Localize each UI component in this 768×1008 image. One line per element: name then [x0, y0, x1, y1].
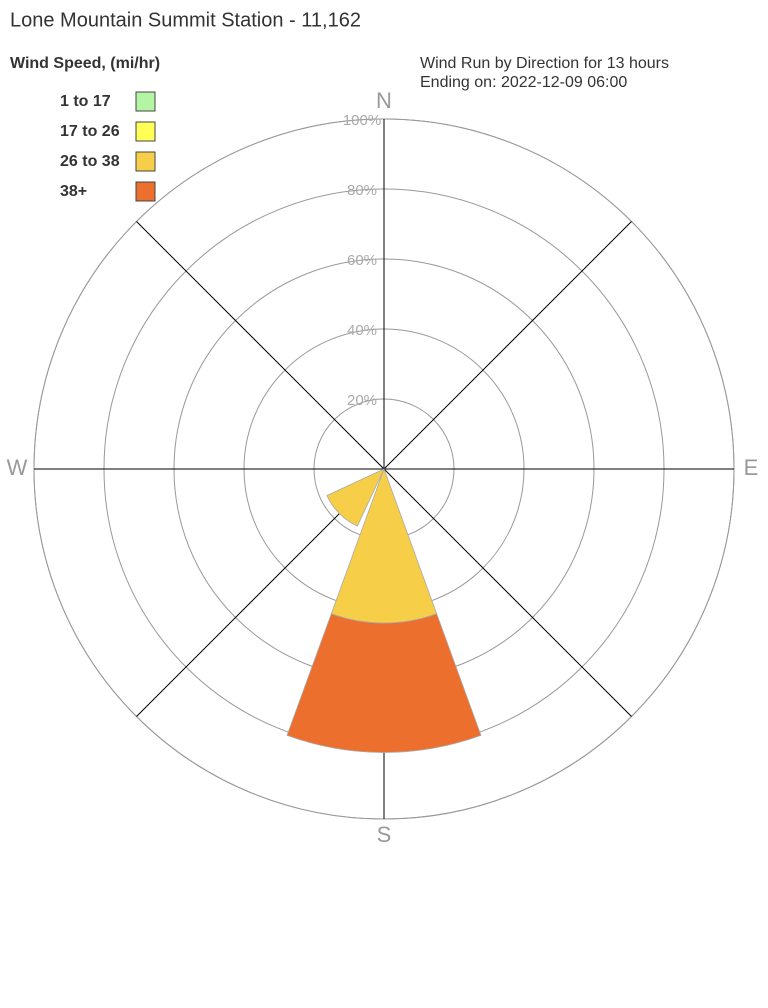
direction-label: N [376, 88, 392, 113]
wind-segment [286, 613, 482, 753]
legend-label: 1 to 17 [60, 93, 111, 110]
r-tick-label: 60% [347, 252, 377, 269]
spoke [383, 468, 632, 717]
r-tick-label: 20% [347, 392, 377, 409]
subtitle: Wind Run by Direction for 13 hours [420, 55, 669, 72]
legend-swatch [135, 121, 156, 142]
legend-swatch [135, 151, 156, 172]
spoke [383, 221, 632, 470]
r-tick-label: 80% [347, 182, 377, 199]
legend-swatch [135, 181, 156, 202]
direction-label: W [7, 455, 28, 480]
legend-label: 38+ [60, 183, 87, 200]
r-tick-label: 40% [347, 322, 377, 339]
r-tick-label: 100% [343, 112, 381, 129]
legend-label: 26 to 38 [60, 153, 120, 170]
legend-title: Wind Speed, (mi/hr) [10, 55, 160, 72]
spoke [136, 221, 385, 470]
subtitle: Ending on: 2022-12-09 06:00 [420, 74, 627, 91]
legend-swatch [135, 91, 156, 112]
direction-label: S [377, 822, 392, 847]
direction-label: E [744, 455, 759, 480]
legend-label: 17 to 26 [60, 123, 120, 140]
wind-segment [326, 468, 385, 527]
chart-title: Lone Mountain Summit Station - 11,162 [10, 9, 361, 31]
